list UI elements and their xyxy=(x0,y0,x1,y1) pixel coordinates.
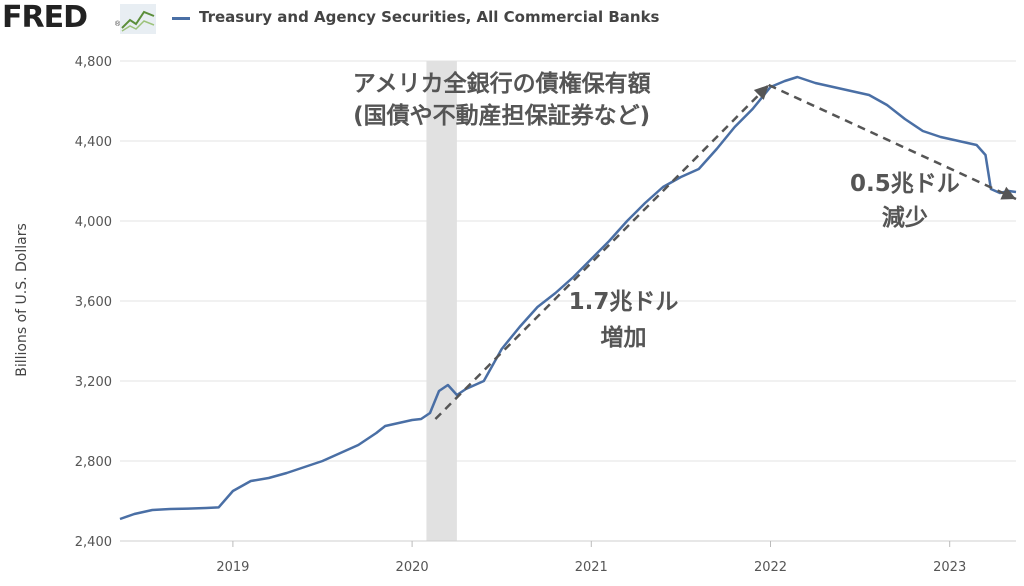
trend-arrow-line xyxy=(768,83,1017,201)
y-tick-label: 4,400 xyxy=(75,135,112,150)
fred-logo[interactable]: FRED xyxy=(2,0,88,35)
x-tick-label: 2019 xyxy=(216,560,249,575)
y-axis-label: Billions of U.S. Dollars xyxy=(14,223,30,377)
series-line xyxy=(119,75,1017,521)
legend-swatch xyxy=(172,17,190,20)
annotation-text: 1.7兆ドル xyxy=(569,289,679,315)
x-tick-label: 2020 xyxy=(396,560,429,575)
annotation-text: 0.5兆ドル xyxy=(850,171,960,197)
annotation-text: 減少 xyxy=(882,205,928,231)
trend-arrow-line xyxy=(434,84,770,420)
x-tick-label: 2021 xyxy=(575,560,608,575)
legend-label[interactable]: Treasury and Agency Securities, All Comm… xyxy=(199,8,660,26)
arrow-head xyxy=(1000,186,1016,200)
y-tick-label: 4,800 xyxy=(75,55,112,70)
x-tick-label: 2023 xyxy=(933,560,966,575)
y-tick-label: 4,000 xyxy=(75,215,112,230)
annotation-text: (国債や不動産担保証券など) xyxy=(353,102,650,129)
chart-header: FRED ® Treasury and Agency Securities, A… xyxy=(0,0,1024,40)
annotation-text: 増加 xyxy=(601,324,647,351)
line-chart-icon xyxy=(120,4,156,34)
registered-mark: ® xyxy=(115,21,121,28)
y-tick-label: 3,600 xyxy=(75,295,112,310)
annotation-text: アメリカ全銀行の債権保有額 xyxy=(353,70,651,97)
y-tick-label: 2,800 xyxy=(75,455,112,470)
arrow-head xyxy=(753,85,769,100)
y-tick-label: 3,200 xyxy=(75,375,112,390)
recession-band xyxy=(426,61,457,541)
y-tick-label: 2,400 xyxy=(75,535,112,550)
x-tick-label: 2022 xyxy=(754,560,787,575)
